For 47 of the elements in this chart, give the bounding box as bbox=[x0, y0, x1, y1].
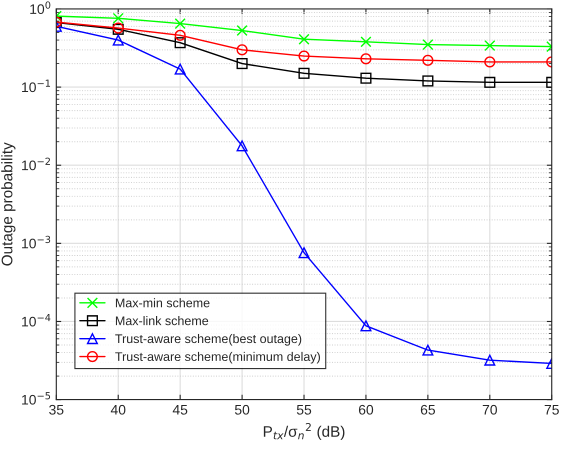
x-tick-label: 65 bbox=[420, 404, 436, 415]
x-tick-label: 60 bbox=[358, 404, 374, 415]
point bbox=[298, 68, 310, 79]
point bbox=[298, 247, 310, 258]
legend-label: Trust-aware scheme(best outage) bbox=[115, 334, 302, 346]
point bbox=[484, 40, 496, 52]
point bbox=[298, 34, 310, 45]
y-tick-label: 10$^{−1}$ bbox=[22, 80, 50, 92]
point bbox=[298, 50, 310, 62]
point bbox=[360, 53, 372, 64]
y-tick-label: 10$^{−2}$ bbox=[22, 158, 50, 170]
legend-label: Max-min scheme bbox=[116, 298, 210, 308]
point bbox=[422, 54, 434, 66]
point bbox=[236, 58, 248, 70]
x-tick-label: 75 bbox=[544, 404, 559, 415]
point bbox=[360, 320, 372, 332]
x-tick-label: 70 bbox=[482, 404, 497, 415]
point bbox=[174, 64, 186, 75]
point bbox=[236, 44, 248, 56]
point bbox=[174, 18, 186, 30]
point bbox=[236, 140, 248, 152]
point bbox=[484, 56, 496, 68]
y-tick-label: 10$^{0}$ bbox=[30, 1, 50, 14]
y-tick-label: 10$^{−3}$ bbox=[22, 236, 50, 248]
y-tick-label: 10$^{−5}$ bbox=[22, 392, 50, 405]
x-tick-label: 35 bbox=[49, 404, 64, 415]
point bbox=[422, 75, 434, 86]
point bbox=[174, 37, 186, 48]
legend-label: Max-link scheme bbox=[116, 316, 208, 326]
x-axis-title: P$_{tx}$/σ$_{n}$$^{2}$ (dB) bbox=[264, 422, 344, 440]
x-tick-label: 40 bbox=[110, 404, 126, 415]
point bbox=[484, 76, 496, 88]
point bbox=[112, 34, 124, 46]
x-tick-label: 55 bbox=[296, 404, 312, 415]
y-tick-label: 10$^{−4}$ bbox=[22, 314, 50, 327]
y-axis-title: Outage probability bbox=[1, 142, 16, 266]
x-tick-label: 50 bbox=[234, 404, 250, 415]
point bbox=[236, 24, 248, 36]
point bbox=[360, 72, 372, 84]
point bbox=[422, 344, 434, 356]
point bbox=[174, 30, 186, 41]
x-tick-label: 45 bbox=[172, 404, 188, 415]
point bbox=[360, 36, 372, 48]
point bbox=[112, 12, 124, 24]
legend-label: Trust-aware scheme(minimum delay) bbox=[115, 352, 320, 364]
point bbox=[422, 39, 434, 50]
point bbox=[484, 354, 496, 366]
